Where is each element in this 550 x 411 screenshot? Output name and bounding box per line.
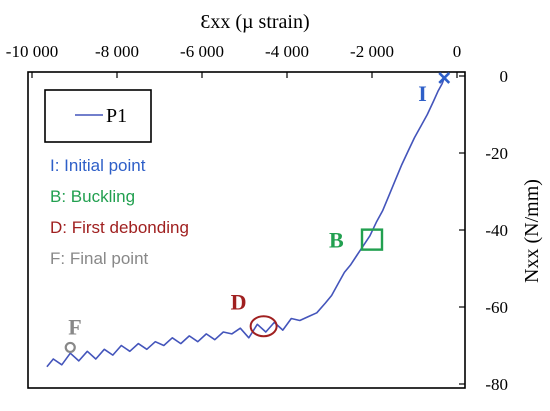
initial-point-marker xyxy=(438,72,451,84)
x-tick-label: -2 000 xyxy=(350,42,394,61)
y-axis-title: Nxx (N/mm) xyxy=(521,179,543,283)
point-letter-f: F xyxy=(68,314,81,339)
legend-box xyxy=(44,89,152,143)
axis-ticks: -10 000 -8 000 -6 000 -4 000 -2 000 0 0 -20 -40 -… xyxy=(6,42,508,394)
annotation-d-text: D: First debonding xyxy=(50,218,189,237)
first-debonding-marker xyxy=(249,315,278,338)
point-letter-d: D xyxy=(231,289,247,314)
x-tick-label: -8 000 xyxy=(95,42,139,61)
x-tick-label: 0 xyxy=(453,42,462,61)
buckling-marker xyxy=(360,228,384,251)
x-axis-title: Ɛxx (µ strain) xyxy=(200,11,309,33)
final-point-marker xyxy=(64,341,76,354)
annotation-i-text: I: Initial point xyxy=(50,156,146,175)
legend: P1 xyxy=(44,89,152,143)
point-letter-b: B xyxy=(329,228,344,253)
y-tick-label: -80 xyxy=(485,375,508,394)
annotation-list: I: Initial point B: Buckling D: First debo… xyxy=(50,156,189,268)
annotation-f-text: F: Final point xyxy=(50,249,149,268)
x-tick-label: -4 000 xyxy=(265,42,309,61)
series-layer xyxy=(46,77,446,368)
y-tick-label: -20 xyxy=(485,144,508,163)
series-line-p1 xyxy=(46,77,446,368)
point-letter-i: I xyxy=(418,81,427,106)
y-tick-label: -60 xyxy=(485,298,508,317)
annotation-b-text: B: Buckling xyxy=(50,187,135,206)
point-markers: I B D F xyxy=(64,72,451,354)
x-tick-label: -6 000 xyxy=(180,42,224,61)
x-tick-label: -10 000 xyxy=(6,42,58,61)
legend-label-p1: P1 xyxy=(106,105,127,127)
y-tick-label: -40 xyxy=(485,221,508,240)
y-tick-label: 0 xyxy=(500,67,509,86)
